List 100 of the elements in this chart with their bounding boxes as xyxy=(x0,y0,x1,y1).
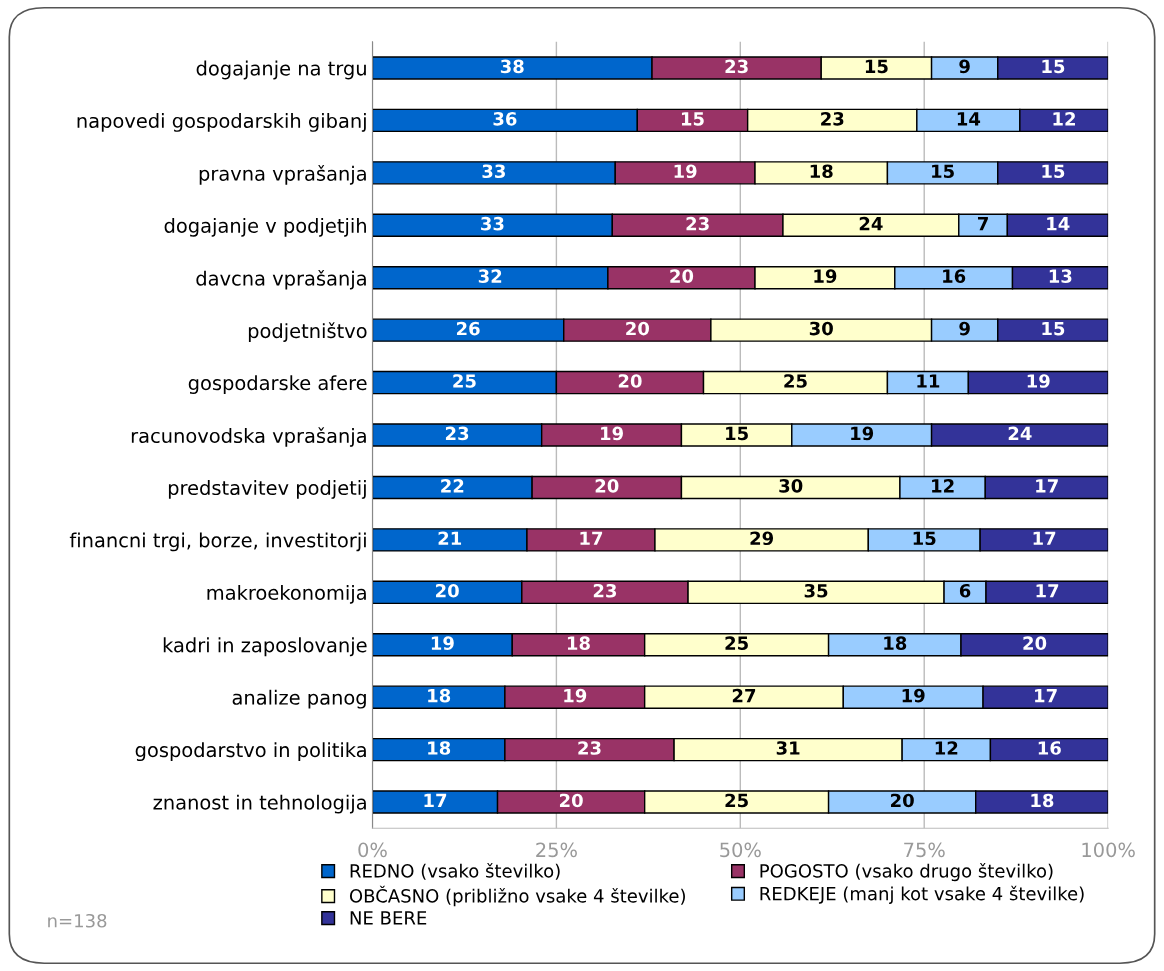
y-tick-label: gospodarstvo in politika xyxy=(135,742,366,762)
y-tick-label: racunovodska vprašanja xyxy=(131,427,366,447)
y-tick-label: financni trgi, borze, investitorji xyxy=(69,532,366,552)
data-label: 20 xyxy=(626,321,650,336)
data-label: 13 xyxy=(1049,269,1072,283)
data-label: 19 xyxy=(601,426,623,441)
data-label: 25 xyxy=(725,636,748,650)
data-label: 18 xyxy=(1031,793,1054,808)
data-label: 19 xyxy=(1027,374,1050,388)
data-label: 15 xyxy=(932,164,954,179)
data-label: 33 xyxy=(481,216,504,231)
data-label: 29 xyxy=(750,531,774,546)
data-label: 25 xyxy=(784,374,807,388)
data-label: 19 xyxy=(564,688,587,703)
data-label: 23 xyxy=(686,216,709,231)
data-label: 19 xyxy=(902,688,925,703)
data-label: 9 xyxy=(959,59,970,74)
y-tick-label: dogajanje v podjetjih xyxy=(164,217,366,237)
data-label: 16 xyxy=(943,269,966,283)
data-label: 7 xyxy=(977,217,988,231)
data-label: 19 xyxy=(814,269,837,283)
x-tick-label: 75% xyxy=(904,842,945,858)
y-tick-label: analize panog xyxy=(232,689,366,709)
data-label: 15 xyxy=(1042,164,1065,179)
data-label: 15 xyxy=(681,112,704,126)
data-label: 20 xyxy=(891,793,914,808)
y-tick-label: dogajanje na trgu xyxy=(196,60,366,80)
data-label: 14 xyxy=(1047,217,1070,231)
data-label: 20 xyxy=(436,583,459,598)
data-label: 24 xyxy=(1008,426,1032,440)
data-label: 19 xyxy=(851,426,874,441)
y-tick-label: znanost in tehnologija xyxy=(153,794,366,814)
y-tick-label: podjetništvo xyxy=(248,322,367,342)
y-tick-label: predstavitev podjetij xyxy=(168,480,366,499)
data-label: 27 xyxy=(732,688,756,703)
data-label: 15 xyxy=(865,59,888,74)
data-label: 31 xyxy=(776,741,800,755)
data-label: 19 xyxy=(431,636,454,650)
data-label: 14 xyxy=(957,112,981,126)
data-label: 11 xyxy=(917,374,940,388)
legend-label: REDKEJE (manj kot vsake 4 številke) xyxy=(760,885,1084,904)
data-label: 23 xyxy=(593,583,617,598)
data-label: 25 xyxy=(725,793,748,808)
legend-label: NE BERE xyxy=(350,911,427,925)
data-label: 38 xyxy=(500,59,524,74)
y-tick-label: davcna vprašanja xyxy=(196,269,366,290)
data-label: 12 xyxy=(935,741,958,755)
data-label: 23 xyxy=(578,741,601,755)
y-tick-label: pravna vprašanja xyxy=(199,165,366,185)
data-label: 18 xyxy=(810,164,833,179)
data-label: 17 xyxy=(580,531,603,545)
y-tick-label: gospodarske afere xyxy=(188,375,367,395)
y-tick-label: napovedi gospodarskih gibanj xyxy=(77,113,366,132)
data-label: 9 xyxy=(959,321,970,336)
data-label: 16 xyxy=(1038,741,1061,755)
text: n=138 xyxy=(48,913,107,928)
data-label: 17 xyxy=(1033,531,1056,545)
data-label: 19 xyxy=(674,164,697,179)
legend-label: OBČASNO (približno vsake 4 številke) xyxy=(349,885,685,907)
data-label: 30 xyxy=(779,479,803,493)
data-label: 20 xyxy=(559,793,583,808)
legend-label: POGOSTO (vsako drugo številko) xyxy=(760,863,1053,882)
data-label: 12 xyxy=(932,479,954,493)
data-label: 21 xyxy=(438,531,462,545)
data-label: 32 xyxy=(478,269,502,283)
data-label: 17 xyxy=(1035,689,1057,703)
data-label: 20 xyxy=(595,479,619,493)
x-tick-label: 50% xyxy=(720,842,761,858)
data-label: 15 xyxy=(1042,321,1065,336)
x-tick-label: 0% xyxy=(358,842,387,858)
data-label: 24 xyxy=(859,216,883,231)
data-label: 15 xyxy=(726,426,748,441)
data-label: 15 xyxy=(913,531,936,546)
data-label: 23 xyxy=(821,111,844,126)
legend-label: REDNO (vsako številko) xyxy=(350,863,560,880)
data-label: 17 xyxy=(1036,479,1058,493)
data-label: 23 xyxy=(725,59,748,74)
data-label: 33 xyxy=(482,164,505,179)
data-label: 12 xyxy=(1053,111,1075,126)
data-label: 23 xyxy=(445,426,469,441)
data-label: 36 xyxy=(493,111,517,126)
y-tick-label: makroekonomija xyxy=(207,584,366,604)
data-label: 17 xyxy=(1036,584,1059,598)
data-label: 20 xyxy=(618,374,642,388)
data-label: 26 xyxy=(456,321,480,336)
data-label: 6 xyxy=(959,583,971,598)
data-label: 18 xyxy=(567,636,590,650)
data-label: 18 xyxy=(428,688,451,703)
data-label: 18 xyxy=(428,741,451,755)
data-label: 17 xyxy=(424,793,447,808)
y-tick-label: kadri in zaposlovanje xyxy=(163,637,367,657)
data-label: 18 xyxy=(884,636,907,650)
x-tick-label: 25% xyxy=(536,842,577,858)
data-label: 22 xyxy=(441,479,464,493)
data-label: 25 xyxy=(453,374,476,388)
data-label: 35 xyxy=(804,583,828,598)
data-label: 30 xyxy=(809,321,833,336)
x-tick-label: 100% xyxy=(1082,842,1135,858)
data-label: 20 xyxy=(670,269,694,283)
data-label: 15 xyxy=(1042,59,1065,74)
